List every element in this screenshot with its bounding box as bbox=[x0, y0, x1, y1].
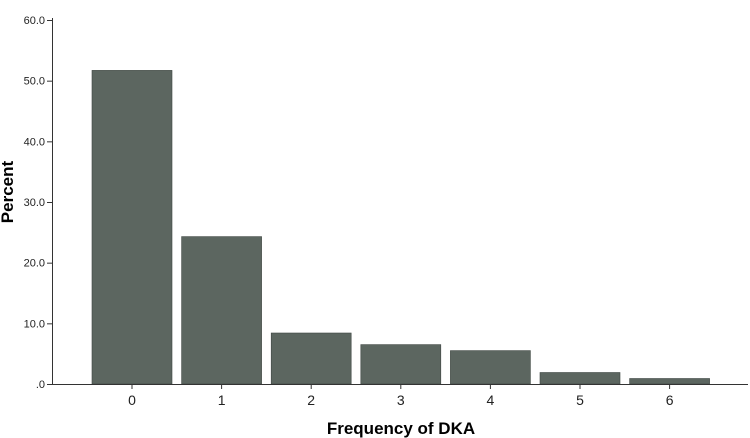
x-axis-title: Frequency of DKA bbox=[327, 419, 475, 438]
bar-6 bbox=[629, 378, 710, 385]
bar-5 bbox=[539, 372, 621, 385]
y-tick-label: 20.0 bbox=[24, 258, 45, 270]
x-axis-ticks: 0 1 2 3 4 5 6 bbox=[128, 384, 674, 408]
y-axis-title: Percent bbox=[0, 160, 17, 223]
bar-4 bbox=[450, 350, 531, 385]
x-tick-label: 1 bbox=[218, 392, 226, 408]
x-tick-label: 2 bbox=[307, 392, 315, 408]
x-tick-label: 6 bbox=[666, 392, 674, 408]
y-tick-label: 10.0 bbox=[24, 318, 45, 330]
y-axis-ticks: .0 10.0 20.0 30.0 40.0 50.0 60.0 bbox=[24, 15, 52, 391]
bar-3 bbox=[360, 344, 442, 385]
x-tick-label: 4 bbox=[487, 392, 495, 408]
y-tick-label: 40.0 bbox=[24, 136, 45, 148]
x-tick-label: 3 bbox=[397, 392, 405, 408]
y-tick-label: 50.0 bbox=[24, 76, 45, 88]
y-tick-label: 30.0 bbox=[24, 197, 45, 209]
x-tick-label: 0 bbox=[128, 392, 136, 408]
bar-2 bbox=[270, 332, 352, 385]
bar-1 bbox=[181, 236, 262, 385]
bars-group bbox=[91, 70, 710, 385]
x-tick-label: 5 bbox=[576, 392, 584, 408]
bar-0 bbox=[91, 70, 173, 385]
y-tick-label: .0 bbox=[36, 379, 45, 391]
y-tick-label: 60.0 bbox=[24, 15, 45, 27]
